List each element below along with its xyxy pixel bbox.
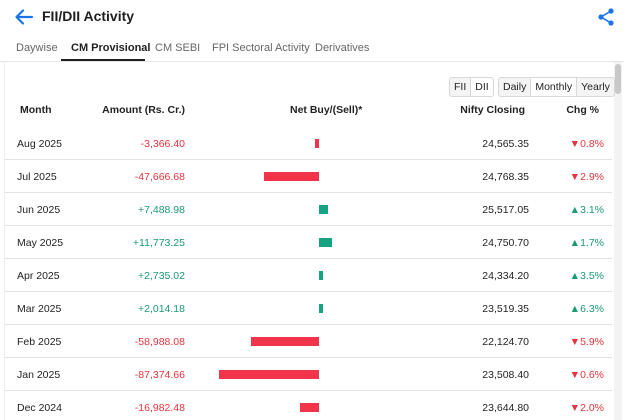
- nifty-closing-cell: 24,565.35: [482, 138, 529, 150]
- table-row: Jan 2025 -87,374.66 23,508.40 ▼0.6%: [5, 358, 612, 391]
- net-buy-sell-bar: [219, 370, 319, 379]
- net-buy-sell-bar: [315, 139, 319, 148]
- table-row: Mar 2025 +2,014.18 23,519.35 ▲6.3%: [5, 292, 612, 325]
- change-percent-cell: ▼0.8%: [569, 138, 604, 150]
- tab-fpi-sectoral-activity[interactable]: FPI Sectoral Activity: [212, 42, 310, 54]
- nifty-closing-cell: 24,750.70: [482, 237, 529, 249]
- header-month: Month: [20, 104, 52, 116]
- change-percent-cell: ▼0.6%: [569, 369, 604, 381]
- net-buy-sell-bar: [319, 271, 323, 280]
- net-buy-sell-bar: [319, 304, 323, 313]
- amount-cell: -58,988.08: [134, 336, 185, 348]
- tab-bar: Daywise CM Provisional CM SEBI FPI Secto…: [0, 38, 624, 62]
- tab-cm-sebi[interactable]: CM SEBI: [155, 42, 201, 54]
- header-nifty-closing: Nifty Closing: [460, 104, 525, 116]
- amount-cell: -3,366.40: [140, 138, 185, 150]
- table-header: Month Amount (Rs. Cr.) Net Buy/(Sell)* N…: [0, 104, 624, 118]
- net-buy-sell-bar: [299, 403, 319, 412]
- tab-daywise[interactable]: Daywise: [16, 42, 58, 54]
- change-percent-cell: ▼2.0%: [569, 402, 604, 414]
- change-percent-cell: ▲3.1%: [569, 204, 604, 216]
- daily-toggle-button[interactable]: Daily: [499, 78, 530, 96]
- header-chg-percent: Chg %: [566, 104, 599, 116]
- table-row: Dec 2024 -16,982.48 23,644.80 ▼2.0%: [5, 391, 612, 420]
- active-tab-indicator: [61, 59, 145, 61]
- amount-cell: +2,735.02: [137, 270, 185, 282]
- month-cell: May 2025: [17, 237, 64, 249]
- arrow-left-icon[interactable]: [14, 8, 34, 26]
- month-cell: Mar 2025: [17, 303, 62, 315]
- month-cell: Dec 2024: [17, 402, 62, 414]
- change-percent-cell: ▲3.5%: [569, 270, 604, 282]
- scrollbar[interactable]: [614, 62, 622, 420]
- scrollbar-thumb[interactable]: [615, 64, 621, 94]
- nifty-closing-cell: 23,508.40: [482, 369, 529, 381]
- fii-toggle-button[interactable]: FII: [450, 78, 470, 96]
- month-cell: Feb 2025: [17, 336, 62, 348]
- amount-cell: -47,666.68: [134, 171, 185, 183]
- change-percent-cell: ▲1.7%: [569, 237, 604, 249]
- nifty-closing-cell: 25,517.05: [482, 204, 529, 216]
- net-buy-sell-bar: [319, 238, 333, 247]
- amount-cell: -16,982.48: [134, 402, 185, 414]
- month-cell: Apr 2025: [17, 270, 60, 282]
- table-row: Apr 2025 +2,735.02 24,334.20 ▲3.5%: [5, 259, 612, 292]
- share-icon[interactable]: [596, 7, 616, 27]
- nifty-closing-cell: 22,124.70: [482, 336, 529, 348]
- amount-cell: -87,374.66: [134, 369, 185, 381]
- investor-toggle: FII DII: [449, 77, 494, 97]
- table-row: Feb 2025 -58,988.08 22,124.70 ▼5.9%: [5, 325, 612, 358]
- amount-cell: +11,773.25: [132, 237, 185, 249]
- net-buy-sell-bar: [251, 337, 319, 346]
- header-amount: Amount (Rs. Cr.): [102, 104, 185, 116]
- table-row: Aug 2025 -3,366.40 24,565.35 ▼0.8%: [5, 127, 612, 160]
- period-toggle: Daily Monthly Yearly: [498, 77, 615, 97]
- nifty-closing-cell: 23,519.35: [482, 303, 529, 315]
- nifty-closing-cell: 23,644.80: [482, 402, 529, 414]
- amount-cell: +2,014.18: [137, 303, 185, 315]
- change-percent-cell: ▼2.9%: [569, 171, 604, 183]
- app-header: FII/DII Activity: [0, 0, 624, 34]
- net-buy-sell-bar: [319, 205, 328, 214]
- amount-cell: +7,488.98: [137, 204, 185, 216]
- month-cell: Jan 2025: [17, 369, 61, 381]
- change-percent-cell: ▲6.3%: [569, 303, 604, 315]
- table-panel: [4, 62, 612, 420]
- change-percent-cell: ▼5.9%: [569, 336, 604, 348]
- month-cell: Jun 2025: [17, 204, 61, 216]
- yearly-toggle-button[interactable]: Yearly: [576, 78, 614, 96]
- monthly-toggle-button[interactable]: Monthly: [530, 78, 577, 96]
- table-row: Jun 2025 +7,488.98 25,517.05 ▲3.1%: [5, 193, 612, 226]
- month-cell: Aug 2025: [17, 138, 62, 150]
- header-net-buy-sell: Net Buy/(Sell)*: [290, 104, 363, 116]
- nifty-closing-cell: 24,334.20: [482, 270, 529, 282]
- tab-derivatives[interactable]: Derivatives: [315, 42, 370, 54]
- table-row: Jul 2025 -47,666.68 24,768.35 ▼2.9%: [5, 160, 612, 193]
- nifty-closing-cell: 24,768.35: [482, 171, 529, 183]
- net-buy-sell-bar: [264, 172, 319, 181]
- dii-toggle-button[interactable]: DII: [470, 78, 493, 96]
- page-title: FII/DII Activity: [42, 8, 135, 24]
- table-row: May 2025 +11,773.25 24,750.70 ▲1.7%: [5, 226, 612, 259]
- month-cell: Jul 2025: [17, 171, 57, 183]
- tab-cm-provisional[interactable]: CM Provisional: [71, 42, 151, 54]
